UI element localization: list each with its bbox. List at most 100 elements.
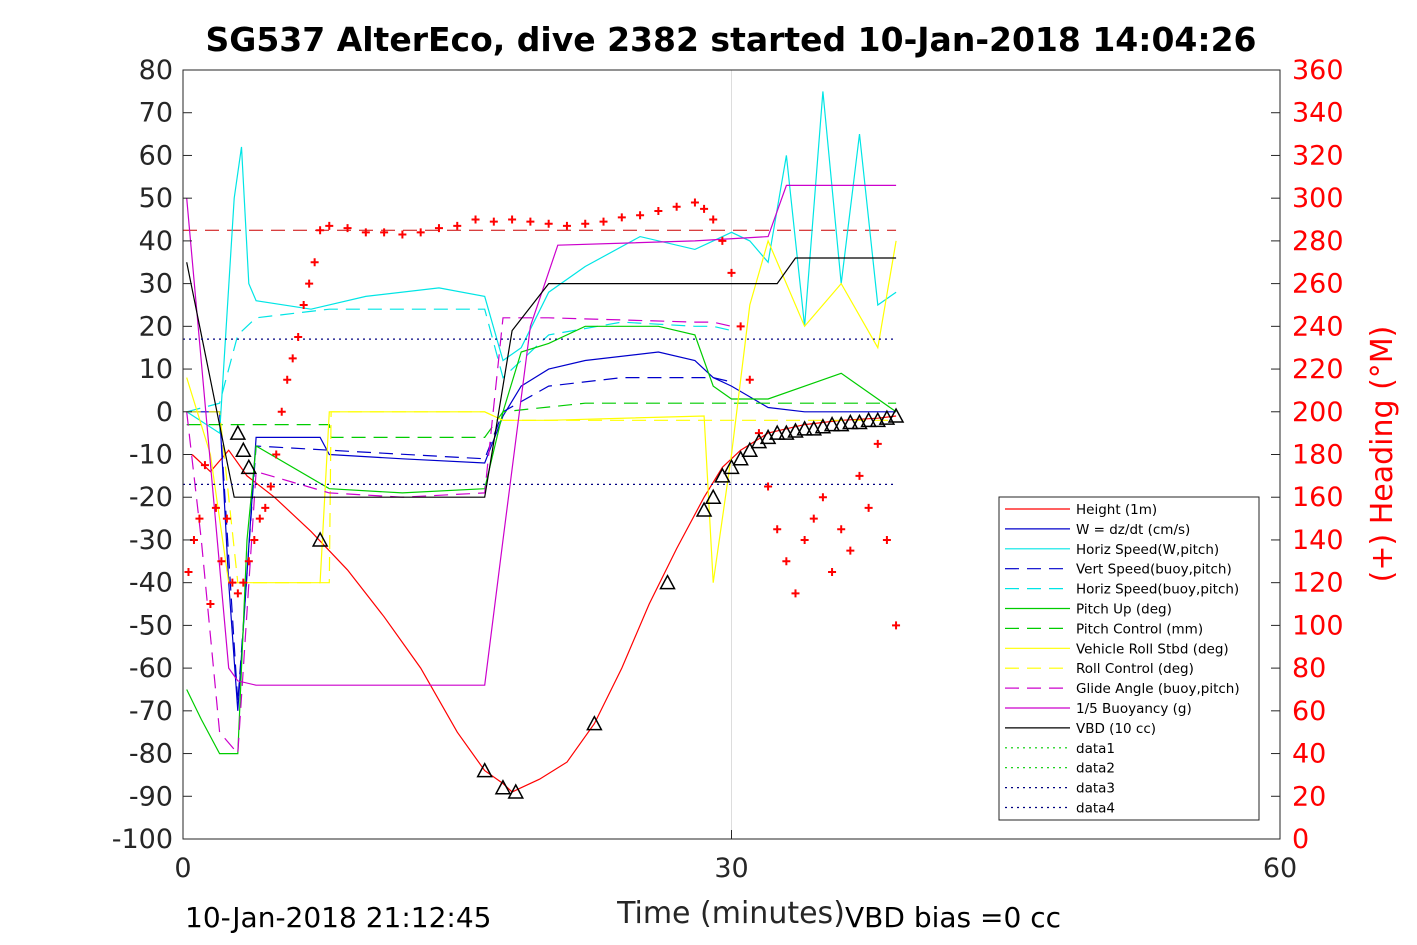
heading-point: [818, 493, 827, 502]
heading-point: [471, 215, 480, 224]
heading-point: [233, 589, 242, 598]
heading-point: [809, 514, 818, 523]
heading-point: [380, 228, 389, 237]
legend-label: Horiz Speed(buoy,pitch): [1076, 582, 1239, 598]
y-tick-label: 30: [139, 269, 173, 300]
heading-point: [617, 213, 626, 222]
legend-label: W = dz/dt (cm/s): [1076, 522, 1190, 538]
left-y-ticks: 80 70 60 50 40 30 20 10 0 -10 -20 -30 -40 -50 -60 -70 -8…: [112, 55, 192, 855]
right-y-axis-label: (+) Heading (°M): [1365, 326, 1400, 583]
heading-point: [283, 375, 292, 384]
legend-label: 1/5 Buoyancy (g): [1076, 701, 1192, 717]
depth-marker: [887, 407, 905, 423]
depth-marker: [586, 715, 603, 731]
heading-point: [272, 450, 281, 459]
legend: Height (1m) W = dz/dt (cm/s) Horiz Speed(W…: [998, 496, 1260, 821]
y2-tick-label: 80: [1292, 653, 1326, 684]
heading-point: [672, 202, 681, 211]
depth-marker: [732, 450, 749, 466]
heading-point: [288, 354, 297, 363]
depth-marker: [741, 441, 759, 457]
heading-point: [398, 230, 407, 239]
depth-markers: [229, 407, 905, 799]
heading-point: [244, 557, 253, 566]
y2-tick-label: 0: [1292, 824, 1309, 855]
y2-tick-label: 220: [1292, 354, 1344, 385]
y2-tick-label: 280: [1292, 226, 1344, 257]
y-tick-label: -100: [112, 824, 173, 855]
depth-marker: [851, 413, 868, 430]
legend-label: Height (1m): [1076, 502, 1157, 518]
depth-marker: [860, 411, 877, 428]
heading-point: [200, 461, 209, 470]
heading-point: [294, 333, 303, 342]
y-tick-label: -70: [129, 696, 173, 727]
series-line-5: [186, 325, 897, 755]
heading-point: [562, 221, 571, 230]
heading-point: [217, 557, 226, 566]
heading-point: [434, 224, 443, 233]
y2-tick-label: 40: [1292, 739, 1326, 770]
heading-point: [782, 557, 791, 566]
y2-tick-label: 200: [1292, 397, 1344, 428]
series-lines: [183, 91, 897, 793]
heading-point: [892, 621, 901, 630]
y2-tick-label: 340: [1292, 98, 1344, 129]
legend-label: Vert Speed(buoy,pitch): [1076, 562, 1232, 578]
y2-tick-label: 140: [1292, 525, 1344, 556]
y2-tick-label: 60: [1292, 696, 1326, 727]
heading-point: [255, 514, 264, 523]
depth-marker: [814, 418, 832, 434]
footer-timestamp: 10-Jan-2018 21:12:45: [185, 901, 491, 934]
depth-marker: [235, 441, 252, 457]
heading-point: [343, 224, 352, 233]
y-tick-label: -80: [129, 739, 173, 770]
y-tick-label: 80: [139, 55, 173, 86]
y-tick-label: 40: [139, 226, 173, 257]
heading-point: [184, 567, 193, 576]
heading-point: [316, 226, 325, 235]
x-tick-label: 60: [1263, 853, 1297, 884]
depth-marker: [311, 531, 329, 547]
heading-point: [690, 198, 699, 207]
y-tick-label: -10: [129, 440, 173, 471]
legend-label: VBD (10 cc): [1076, 721, 1156, 737]
heading-point: [654, 206, 663, 215]
heading-point: [206, 600, 215, 609]
heading-point: [195, 514, 204, 523]
depth-marker: [869, 411, 887, 428]
y-tick-label: -20: [129, 482, 173, 513]
y2-tick-label: 300: [1292, 183, 1344, 214]
depth-marker: [507, 783, 525, 799]
depth-marker: [704, 488, 722, 504]
legend-label: Vehicle Roll Stbd (deg): [1076, 641, 1229, 657]
heading-point: [416, 228, 425, 237]
depth-marker: [229, 424, 247, 440]
y-tick-label: 0: [156, 397, 173, 428]
heading-point: [828, 567, 837, 576]
legend-label: Roll Control (deg): [1076, 661, 1194, 677]
heading-point: [837, 525, 846, 534]
heading-point: [211, 503, 220, 512]
heading-point: [727, 268, 736, 277]
heading-point: [882, 535, 891, 544]
y2-tick-label: 20: [1292, 781, 1326, 812]
heading-point: [718, 236, 727, 245]
series-line-6: [186, 402, 897, 438]
depth-marker: [768, 424, 786, 440]
y-tick-label: 10: [139, 354, 173, 385]
heading-point: [544, 219, 553, 228]
chart-title: SG537 AlterEco, dive 2382 started 10-Jan…: [205, 20, 1256, 59]
depth-marker: [240, 458, 258, 475]
series-line-10: [186, 184, 897, 686]
heading-point: [864, 503, 873, 512]
depth-marker: [823, 416, 841, 432]
heading-point: [361, 228, 370, 237]
footer-vbd-bias: VBD bias =0 cc: [845, 901, 1061, 934]
depth-marker: [778, 424, 795, 440]
depth-marker: [832, 416, 850, 432]
heading-point: [709, 215, 718, 224]
depth-marker: [714, 467, 731, 483]
y-tick-label: 70: [139, 98, 173, 129]
heading-point: [599, 217, 608, 226]
